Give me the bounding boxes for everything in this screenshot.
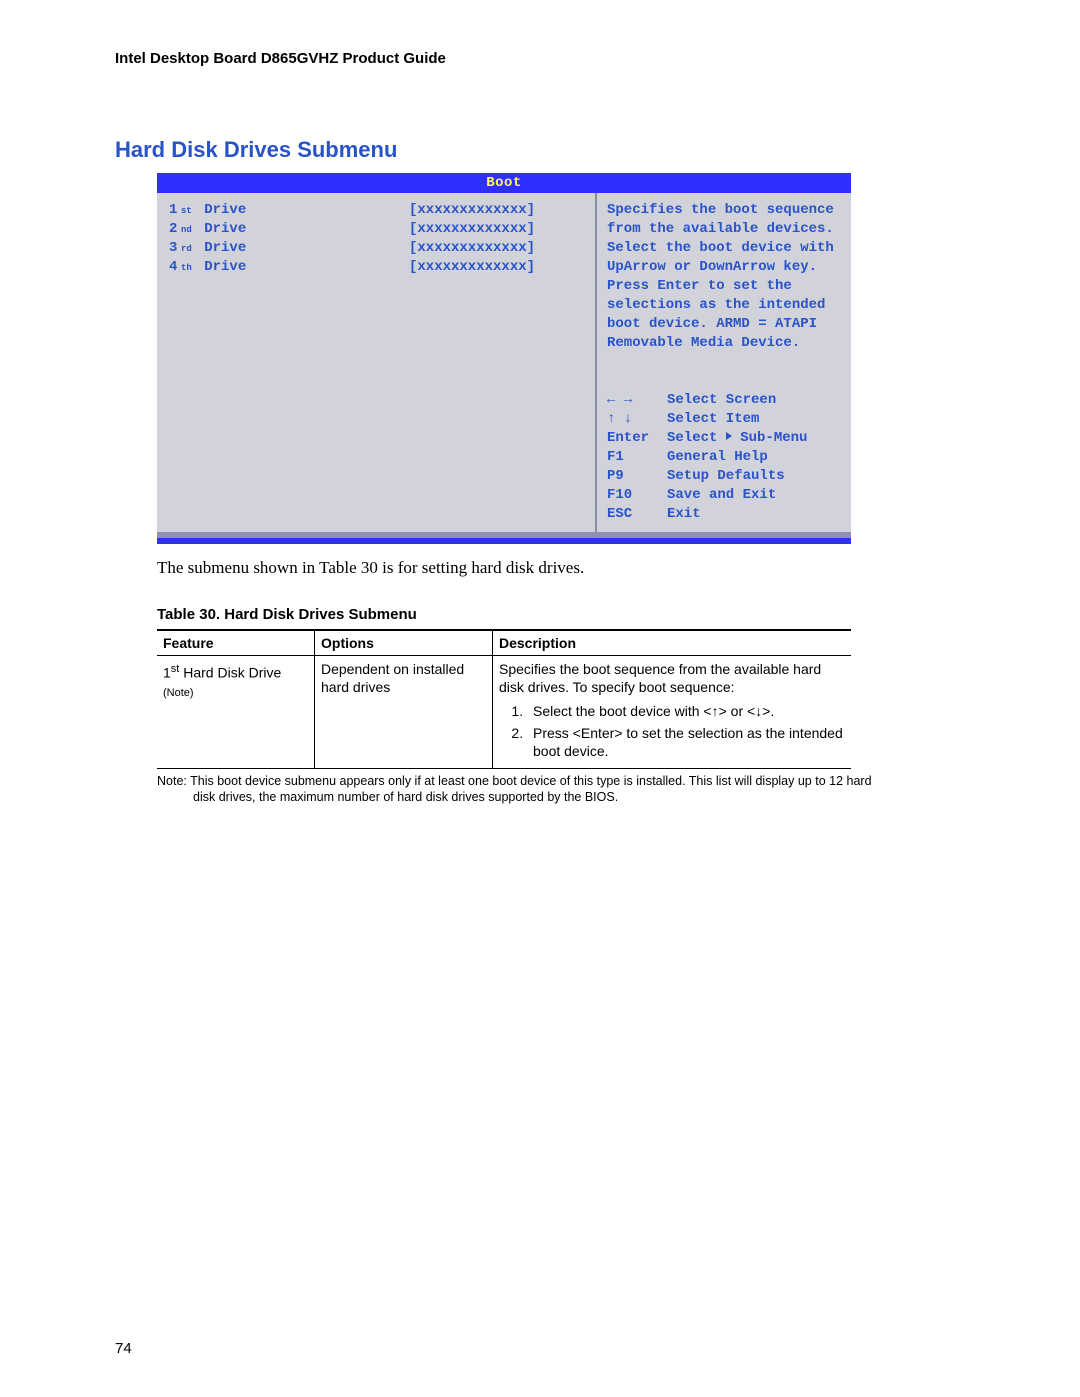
bios-tab-boot: Boot: [157, 173, 851, 193]
bios-help-text: Specifies the boot sequence from the ava…: [607, 201, 843, 353]
th-options: Options: [315, 630, 493, 656]
bios-key-row: F10Save and Exit: [607, 486, 843, 505]
cell-feature: 1st Hard Disk Drive (Note): [157, 656, 315, 769]
bios-drive-row: 3rd Drive[xxxxxxxxxxxxx]: [169, 239, 595, 258]
page-number: 74: [115, 1340, 132, 1357]
table-30: Feature Options Description 1st Hard Dis…: [157, 629, 851, 769]
figure-caption: The submenu shown in Table 30 is for set…: [157, 558, 965, 578]
bios-key-row: ↑ ↓Select Item: [607, 410, 843, 429]
th-description: Description: [493, 630, 852, 656]
running-head: Intel Desktop Board D865GVHZ Product Gui…: [115, 50, 965, 67]
bios-drive-row: 4th Drive[xxxxxxxxxxxxx]: [169, 258, 595, 277]
bios-key-row: P9Setup Defaults: [607, 467, 843, 486]
bios-drive-row: 1st Drive[xxxxxxxxxxxxx]: [169, 201, 595, 220]
cell-description: Specifies the boot sequence from the ava…: [493, 656, 852, 769]
triangle-right-icon: [726, 432, 732, 440]
bios-screen: Boot 1st Drive[xxxxxxxxxxxxx]2nd Drive[x…: [157, 173, 851, 544]
table-footnote: Note: This boot device submenu appears o…: [157, 773, 893, 805]
cell-options: Dependent on installed hard drives: [315, 656, 493, 769]
th-feature: Feature: [157, 630, 315, 656]
bios-key-row: ESCExit: [607, 505, 843, 524]
bios-key-legend: ← →Select Screen↑ ↓Select ItemEnterSelec…: [607, 391, 843, 524]
bios-drive-row: 2nd Drive[xxxxxxxxxxxxx]: [169, 220, 595, 239]
bios-key-row: EnterSelect Sub-Menu: [607, 429, 843, 448]
bios-drive-list: 1st Drive[xxxxxxxxxxxxx]2nd Drive[xxxxxx…: [157, 193, 597, 532]
bios-key-row: F1General Help: [607, 448, 843, 467]
section-title: Hard Disk Drives Submenu: [115, 137, 965, 163]
bios-key-row: ← →Select Screen: [607, 391, 843, 410]
table-title: Table 30. Hard Disk Drives Submenu: [157, 606, 965, 623]
description-step: Press <Enter> to set the selection as th…: [527, 724, 845, 760]
table-row: 1st Hard Disk Drive (Note) Dependent on …: [157, 656, 851, 769]
description-step: Select the boot device with <↑> or <↓>.: [527, 702, 845, 720]
